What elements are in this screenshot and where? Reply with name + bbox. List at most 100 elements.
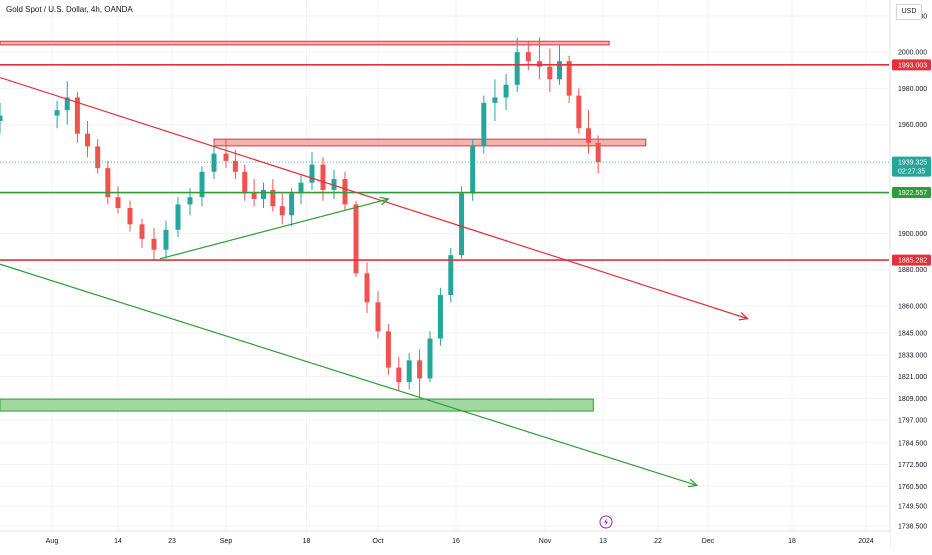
candle-body: [127, 208, 133, 225]
candle-body: [139, 224, 145, 239]
candle-body: [364, 273, 370, 303]
price-labels: 1993.003 1939.325 02:27:35 1922.557 1885.282: [892, 59, 931, 266]
price-label-resistance: [892, 59, 931, 71]
price-label-countdown: 02:27:35: [898, 169, 925, 176]
x-tick-label: 23: [168, 538, 176, 545]
x-tick-label: 18: [788, 538, 796, 545]
candles: [0, 37, 601, 397]
candle-body: [396, 367, 402, 383]
candle-body: [261, 189, 266, 199]
y-tick-label: 1784.500: [898, 440, 927, 447]
y-tick-label: 1772.500: [898, 462, 927, 469]
price-label-text: 1885.282: [898, 258, 927, 265]
candle-body: [417, 360, 423, 379]
zone-red[interactable]: [0, 40, 610, 46]
price-label-text: 1922.557: [898, 190, 927, 197]
symbol-title: Gold Spot / U.S. Dollar, 4h, OANDA: [6, 5, 133, 14]
price-axis[interactable]: 2020.0002000.0001980.0001960.0001900.000…: [889, 0, 932, 550]
candle-body: [309, 164, 315, 183]
x-tick-label: 2024: [858, 538, 874, 545]
y-tick-label: 1980.000: [898, 86, 927, 93]
candle-body: [576, 95, 582, 129]
candle-body: [95, 146, 101, 169]
candle-body: [427, 338, 433, 379]
x-tick-label: Aug: [46, 538, 59, 545]
price-label-support: [892, 187, 931, 199]
y-tick-label: 1797.000: [898, 418, 927, 425]
zone-green[interactable]: [0, 398, 594, 412]
candle-body: [0, 115, 3, 122]
candle-body: [115, 197, 121, 209]
currency-selector[interactable]: USD: [896, 4, 922, 20]
y-tick-label: 1760.500: [898, 484, 927, 491]
candle-body: [459, 193, 465, 256]
candle-body: [448, 255, 454, 296]
x-tick-label: Oct: [373, 538, 384, 545]
candle-body: [163, 229, 169, 250]
y-tick-label: 1749.500: [898, 504, 927, 511]
x-tick-label: Dec: [702, 538, 715, 545]
candle-body: [211, 153, 217, 172]
candle-body: [406, 360, 412, 383]
x-tick-label: 14: [114, 538, 122, 545]
y-tick-label: 1833.000: [898, 352, 927, 359]
price-label-text: 1993.003: [898, 62, 927, 69]
y-tick-label: 1900.000: [898, 231, 927, 238]
candle-body: [514, 52, 520, 85]
candle-body: [223, 153, 229, 161]
candle-body: [470, 146, 476, 194]
trendline-green[interactable]: [159, 198, 389, 260]
price-label-resistance: [892, 254, 931, 266]
candle-body: [251, 193, 257, 199]
x-tick-label: 18: [303, 538, 311, 545]
candle-body: [242, 171, 248, 194]
candle-body: [566, 61, 572, 96]
candle-body: [503, 84, 509, 98]
arrowhead-icon: [687, 478, 699, 488]
time-axis-bg[interactable]: [0, 531, 890, 550]
zone-red[interactable]: [213, 138, 647, 147]
y-tick-label: 1821.000: [898, 374, 927, 381]
candle-body: [342, 179, 348, 205]
lightning-glyph: [604, 518, 608, 526]
candle-body: [298, 182, 304, 194]
candle-body: [105, 168, 111, 198]
candle-body: [320, 164, 326, 190]
marker-layer: [599, 515, 613, 529]
candle-body: [289, 193, 295, 216]
price-label-text: 1939.325: [898, 160, 927, 167]
y-tick-label: 2000.000: [898, 50, 927, 57]
trendline-green[interactable]: [0, 263, 698, 486]
candle-body: [375, 302, 381, 332]
candle-body: [437, 295, 443, 339]
x-tick-label: Nov: [539, 538, 552, 545]
candle-body: [279, 206, 285, 216]
y-tick-label: 1880.000: [898, 267, 927, 274]
arrowhead-icon: [738, 311, 749, 321]
candle-body: [492, 97, 498, 103]
time-axis[interactable]: Aug 14 23 Sep 18 Oct 16 Nov 13 22 Dec 18 2024: [0, 530, 890, 550]
candle-body: [270, 189, 276, 207]
y-tick-label: 1860.000: [898, 303, 927, 310]
price-axis-bg[interactable]: [890, 0, 932, 550]
candle-body: [232, 160, 238, 172]
candle-body: [481, 102, 487, 147]
candle-body: [536, 61, 542, 67]
trendlines: [0, 76, 749, 488]
trendline-red[interactable]: [0, 76, 748, 320]
y-tick-label: 1845.000: [898, 331, 927, 338]
candle-body: [353, 204, 359, 274]
grid: [0, 0, 889, 531]
candle-body: [74, 97, 80, 134]
candle-body: [199, 171, 205, 198]
horizontal-lines: [0, 64, 889, 261]
x-tick-label: Sep: [220, 538, 233, 545]
candle-body: [557, 61, 562, 80]
candle-body: [64, 97, 70, 111]
candle-body: [187, 197, 193, 205]
candle-body: [175, 204, 181, 230]
candle-body: [525, 52, 531, 62]
candle-body: [547, 66, 553, 80]
